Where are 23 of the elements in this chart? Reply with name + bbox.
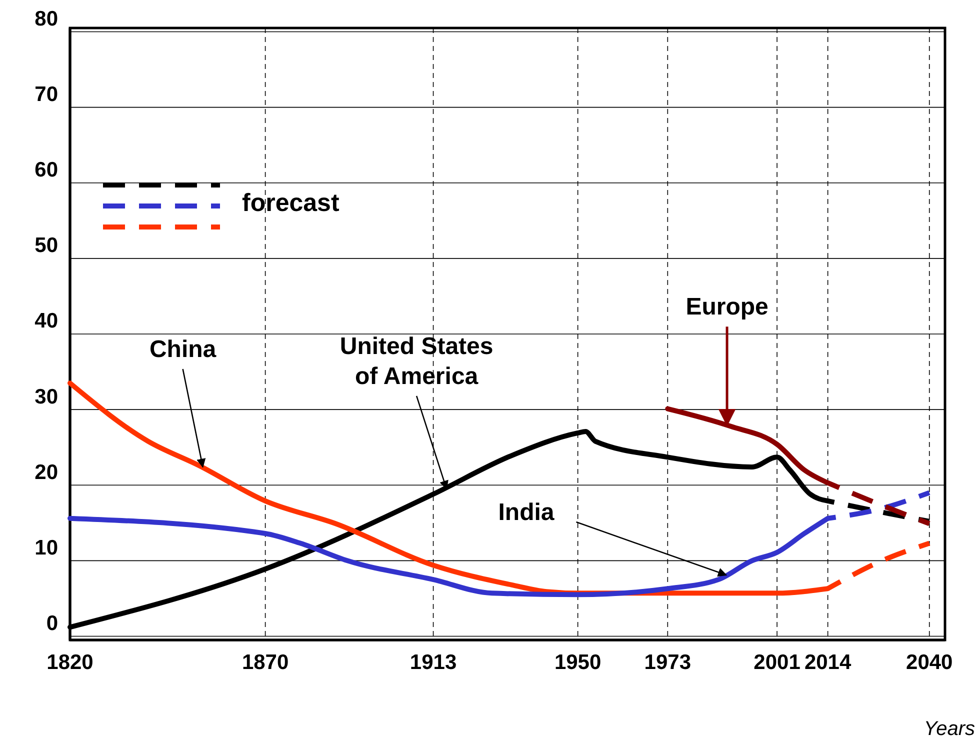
x-tick-label: 2014 (804, 650, 852, 674)
y-tick-label: 10 (34, 536, 58, 560)
x-tick-label: 1913 (410, 650, 457, 674)
annotation: India (498, 499, 555, 526)
x-tick-label: 1870 (242, 650, 289, 674)
x-tick-label: 2040 (906, 650, 953, 674)
annotation: United States of America (340, 332, 494, 390)
annotation: Europe (686, 294, 768, 321)
y-tick-label: 50 (34, 234, 58, 258)
y-tick-label: 70 (34, 83, 58, 106)
x-axis-title: Years (924, 718, 975, 740)
x-tick-label: 1820 (46, 650, 94, 674)
y-tick-label: 20 (34, 460, 58, 484)
annotation: China (149, 336, 217, 363)
legend-title: forecast (242, 189, 340, 217)
x-tick-label: 1950 (554, 650, 602, 674)
y-tick-label: 60 (34, 158, 58, 182)
x-tick-label: 2001 (754, 650, 801, 674)
y-tick-label: 0 (46, 612, 58, 635)
x-tick-label: 1973 (644, 650, 692, 674)
y-tick-label: 30 (34, 385, 58, 408)
y-tick-label: 80 (34, 7, 58, 30)
y-tick-label: 40 (34, 310, 58, 333)
